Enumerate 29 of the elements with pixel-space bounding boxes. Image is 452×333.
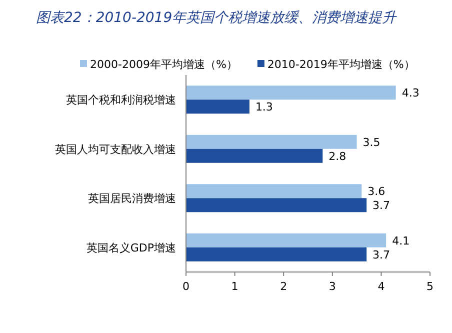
x-tick-label: 2 — [280, 280, 288, 293]
chart-title: 图表22：2010-2019年英国个税增速放缓、消费增速提升 — [36, 10, 398, 26]
x-tick-label: 1 — [231, 280, 238, 293]
x-tick-label: 0 — [182, 280, 190, 293]
bar — [186, 86, 396, 100]
bar — [186, 134, 357, 149]
bar — [186, 198, 367, 212]
bar — [186, 100, 250, 114]
data-label: 3.7 — [372, 199, 390, 212]
data-label: 1.3 — [255, 100, 273, 114]
x-tick-label: 3 — [328, 280, 336, 293]
bar — [186, 184, 362, 198]
data-label: 3.6 — [368, 185, 386, 198]
legend-label: 2000-2009年平均增速（%） — [90, 58, 238, 71]
legend-label: 2010-2019年平均增速（%） — [267, 58, 415, 71]
bar — [186, 233, 386, 248]
y-tick-label: 英国个税和利润税增速 — [66, 94, 176, 107]
bar — [186, 247, 367, 262]
data-label: 3.7 — [372, 248, 390, 262]
x-tick-label: 5 — [426, 280, 434, 293]
y-tick-label: 英国居民消费增速 — [88, 192, 176, 206]
data-label: 3.5 — [362, 136, 380, 149]
x-tick-label: 4 — [378, 280, 385, 293]
bar — [186, 148, 323, 163]
data-label: 4.1 — [392, 234, 410, 248]
y-tick-label: 英国名义GDP增速 — [86, 241, 176, 254]
data-label: 4.3 — [402, 86, 420, 100]
y-tick-label: 英国人均可支配收入增速 — [55, 142, 176, 156]
data-label: 2.8 — [328, 150, 346, 163]
